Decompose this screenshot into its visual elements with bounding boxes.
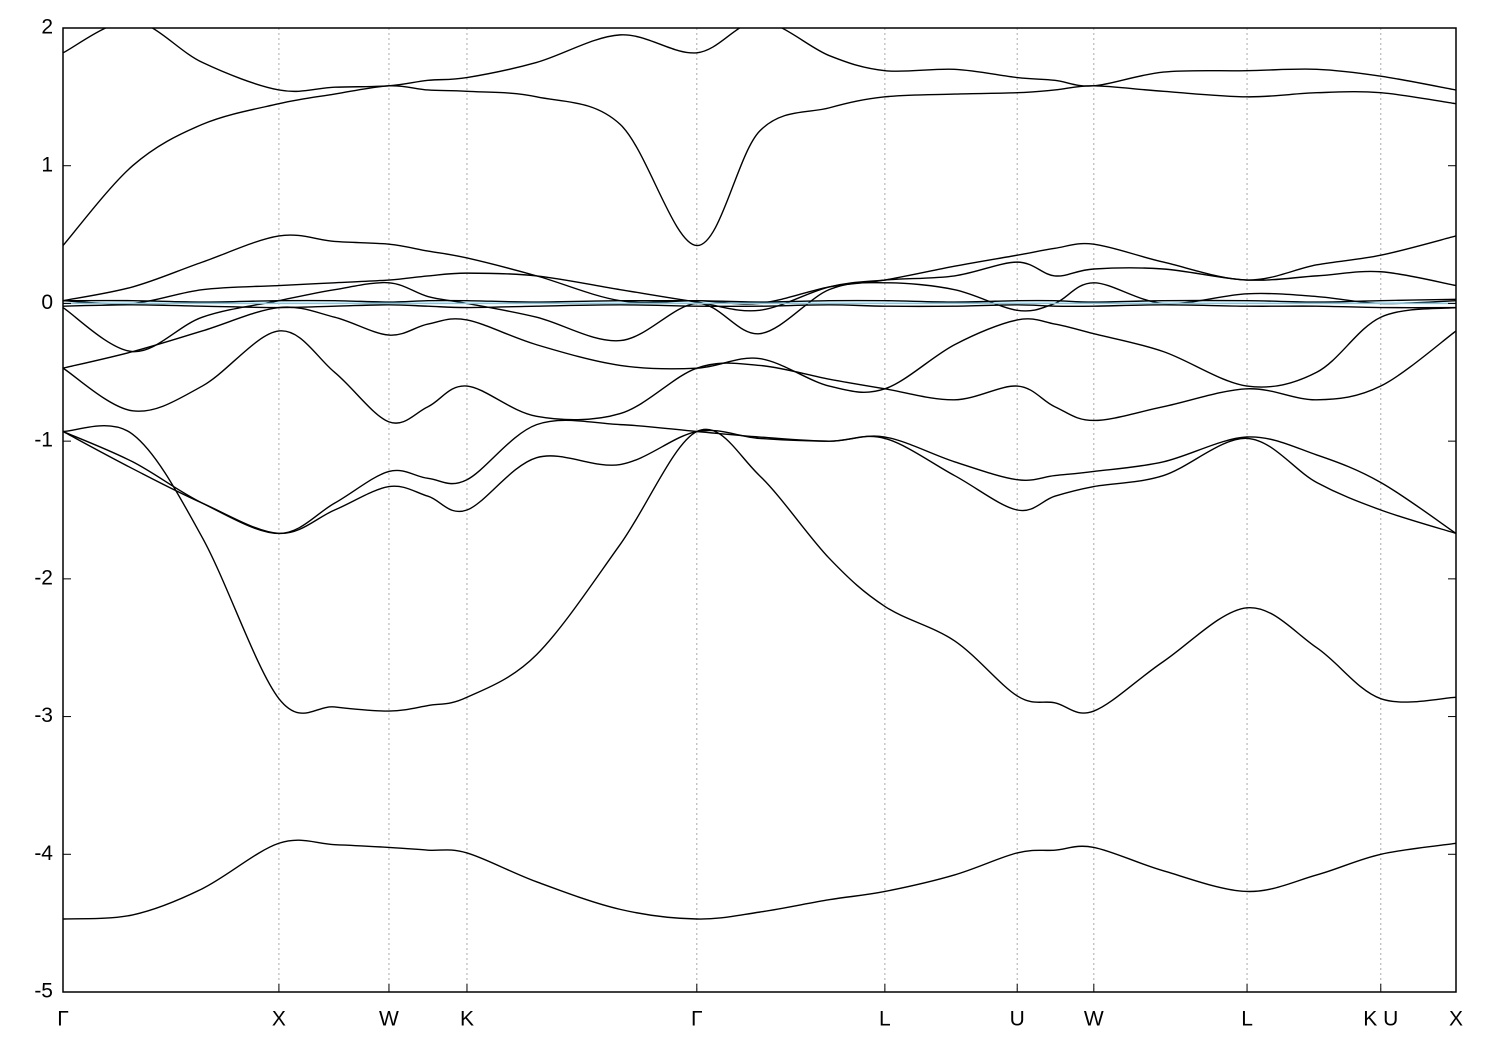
x-tick-label: X <box>272 1008 286 1031</box>
band-line <box>63 425 1456 714</box>
band-line <box>63 281 1456 353</box>
band-line <box>63 298 1456 303</box>
y-tick-label: 0 <box>41 291 53 314</box>
y-tick-label: -1 <box>34 429 53 452</box>
x-tick-label: L <box>879 1008 891 1031</box>
plot-frame <box>62 27 1457 993</box>
y-tick-label: 2 <box>41 16 53 39</box>
x-tick-label: Γ <box>691 1008 703 1031</box>
band-line <box>63 28 1456 93</box>
axes: -5 -4 -3 -2 -1 0 1 2 Γ X W K Γ L U W L K U X <box>34 16 1463 1031</box>
grid <box>62 28 1457 992</box>
band-line <box>63 304 1456 309</box>
y-tick-label: -3 <box>34 704 53 727</box>
x-tick-label: K <box>460 1008 474 1031</box>
y-tick-label: -2 <box>34 566 53 589</box>
x-tick-label: Γ <box>57 1008 69 1031</box>
x-tick-label: U <box>1010 1008 1025 1031</box>
band-line <box>63 330 1456 424</box>
bands <box>63 28 1456 920</box>
band-line <box>63 306 1456 393</box>
x-tick-label: X <box>1449 1008 1463 1031</box>
x-tick-label: W <box>1084 1008 1104 1031</box>
band-line <box>63 261 1456 312</box>
y-tick-label: -4 <box>34 842 53 865</box>
band-line <box>63 839 1456 920</box>
x-tick-label: L <box>1241 1008 1253 1031</box>
band-line <box>63 85 1456 247</box>
y-tick-label: -5 <box>34 980 53 1003</box>
band-line <box>63 419 1456 535</box>
y-tick-label: 1 <box>41 153 53 176</box>
band-line <box>63 429 1456 535</box>
x-tick-label: W <box>379 1008 399 1031</box>
x-tick-label: K U <box>1363 1008 1398 1031</box>
